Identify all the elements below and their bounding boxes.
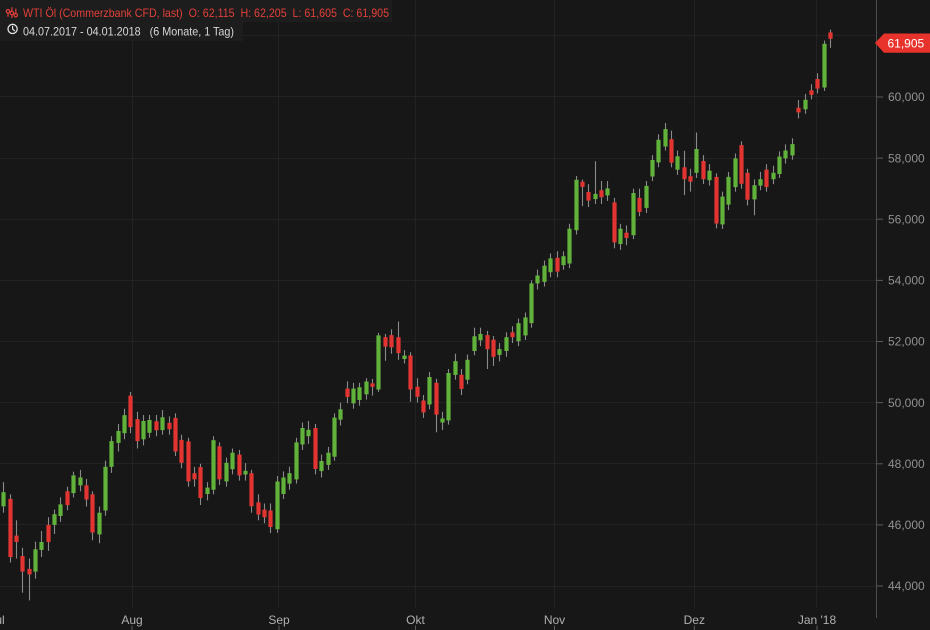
svg-text:Jan '18: Jan '18 <box>798 613 837 627</box>
svg-text:Nov: Nov <box>544 613 565 627</box>
svg-text:61,905: 61,905 <box>888 36 925 50</box>
svg-text:46,000: 46,000 <box>888 518 925 532</box>
svg-text:Dez: Dez <box>684 613 705 627</box>
svg-text:Jul: Jul <box>0 613 5 627</box>
svg-text:56,000: 56,000 <box>888 212 925 226</box>
svg-text:50,000: 50,000 <box>888 396 925 410</box>
svg-text:44,000: 44,000 <box>888 579 925 593</box>
svg-text:Okt: Okt <box>406 613 425 627</box>
svg-text:60,000: 60,000 <box>888 90 925 104</box>
svg-text:Sep: Sep <box>268 613 290 627</box>
svg-text:Aug: Aug <box>121 613 142 627</box>
svg-text:58,000: 58,000 <box>888 151 925 165</box>
svg-text:WTI Öl (Commerzbank CFD, last): WTI Öl (Commerzbank CFD, last) O: 62,115… <box>23 6 389 20</box>
svg-text:54,000: 54,000 <box>888 274 925 288</box>
svg-text:52,000: 52,000 <box>888 335 925 349</box>
svg-text:04.07.2017 - 04.01.2018 (6 M: 04.07.2017 - 04.01.2018 (6 Monate, 1 Tag… <box>23 25 234 39</box>
svg-text:48,000: 48,000 <box>888 457 925 471</box>
